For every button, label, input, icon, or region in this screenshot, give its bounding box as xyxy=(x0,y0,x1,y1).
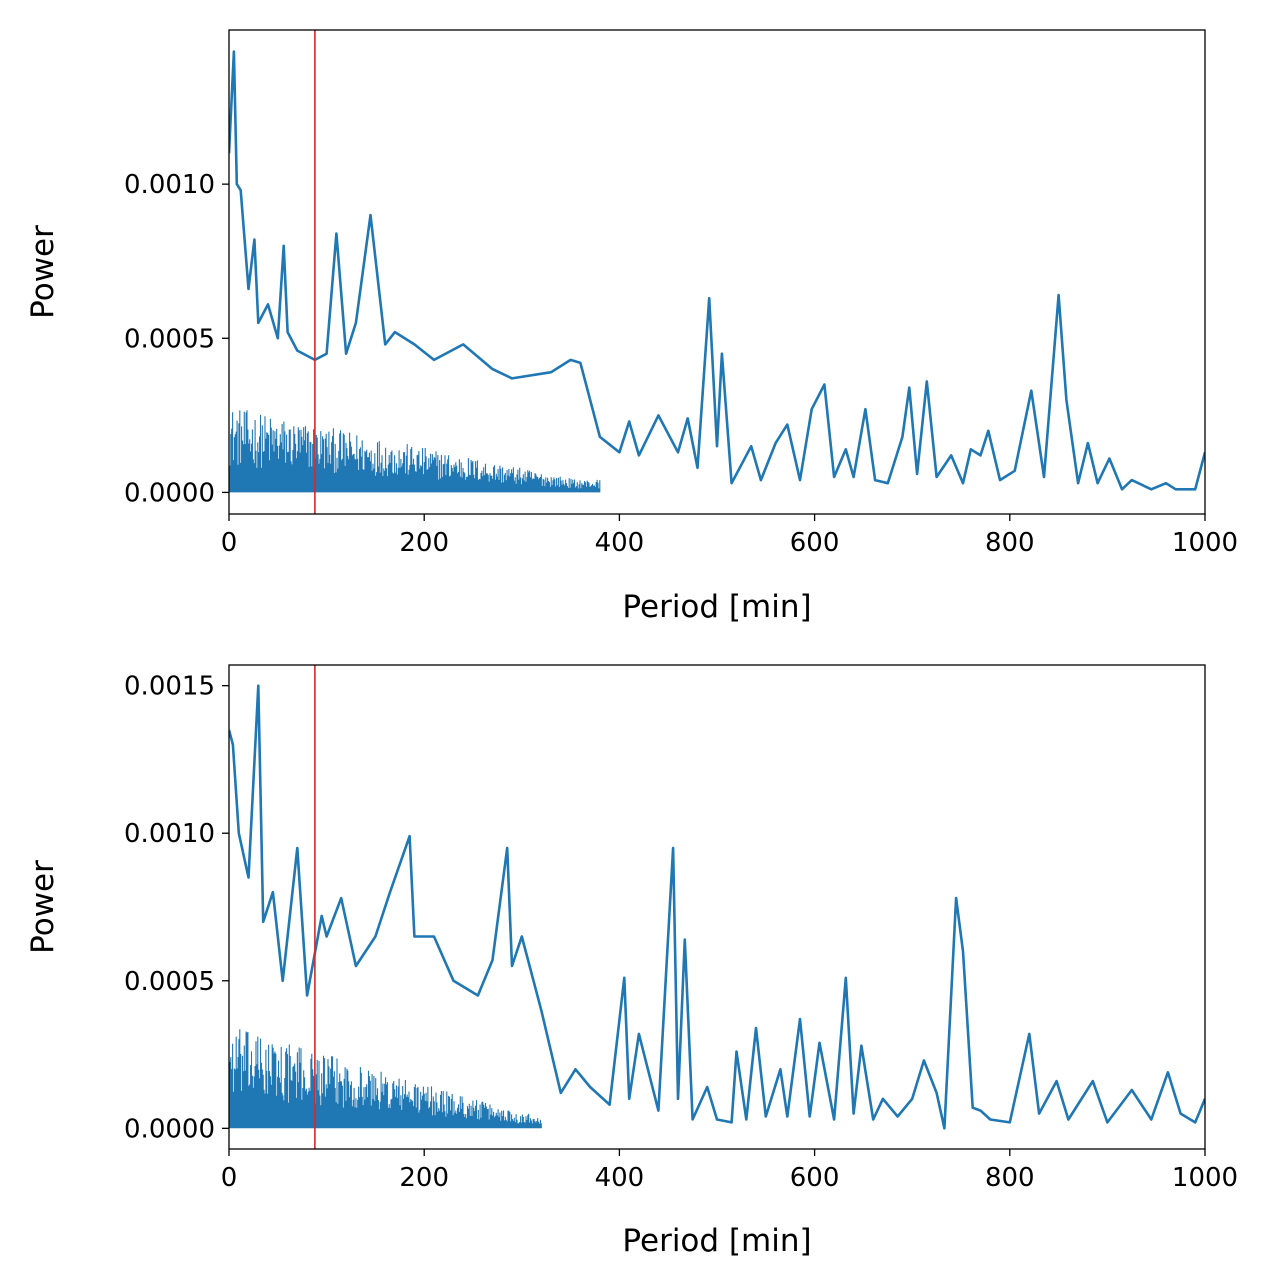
bottom-x-tick-label: 0 xyxy=(221,1163,238,1193)
bottom-x-tick-label: 200 xyxy=(399,1163,449,1193)
bottom-y-tick-label: 0.0010 xyxy=(124,819,215,849)
top-x-tick-label: 1000 xyxy=(1172,528,1238,558)
bottom-x-tick-label: 600 xyxy=(790,1163,840,1193)
bottom-plot-area xyxy=(229,665,1205,1149)
top-y-tick-label: 0.0010 xyxy=(124,170,215,200)
bottom-y-tick-label: 0.0015 xyxy=(124,672,215,702)
top-x-tick-label: 200 xyxy=(399,528,449,558)
top-x-tick-label: 400 xyxy=(595,528,645,558)
top-noise-band xyxy=(229,410,601,493)
top-chart-panel: 0 200 400 600 800 1000 0.0000 0.0005 0.0010 Peri… xyxy=(25,29,1238,625)
top-ticks: 0 200 400 600 800 1000 0.0000 0.0005 0.0010 xyxy=(124,170,1238,558)
top-axes-frame xyxy=(228,29,1206,515)
bottom-x-axis-label: Period [min] xyxy=(622,1223,811,1259)
bottom-x-tick-label: 1000 xyxy=(1172,1163,1238,1193)
top-y-axis-label: Power xyxy=(25,225,61,319)
top-x-tick-label: 600 xyxy=(790,528,840,558)
top-plot-area xyxy=(229,30,1205,514)
bottom-chart-panel: 0 200 400 600 800 1000 0.0000 0.0005 0.0010 0.001… xyxy=(25,664,1238,1259)
bottom-y-tick-label: 0.0000 xyxy=(124,1114,215,1144)
bottom-x-tick-label: 800 xyxy=(985,1163,1035,1193)
bottom-x-tick-label: 400 xyxy=(595,1163,645,1193)
bottom-axes-frame xyxy=(228,664,1206,1150)
bottom-y-axis-label: Power xyxy=(25,860,61,954)
bottom-series-line xyxy=(229,684,1205,1130)
top-series-line xyxy=(229,50,1205,491)
top-x-tick-label: 0 xyxy=(221,528,238,558)
top-y-tick-label: 0.0000 xyxy=(124,478,215,508)
bottom-y-tick-label: 0.0005 xyxy=(124,967,215,997)
top-y-tick-label: 0.0005 xyxy=(124,324,215,354)
bottom-ticks: 0 200 400 600 800 1000 0.0000 0.0005 0.0010 0.001… xyxy=(124,672,1238,1193)
top-x-tick-label: 800 xyxy=(985,528,1035,558)
top-x-axis-label: Period [min] xyxy=(622,589,811,625)
bottom-noise-band xyxy=(229,1029,542,1129)
